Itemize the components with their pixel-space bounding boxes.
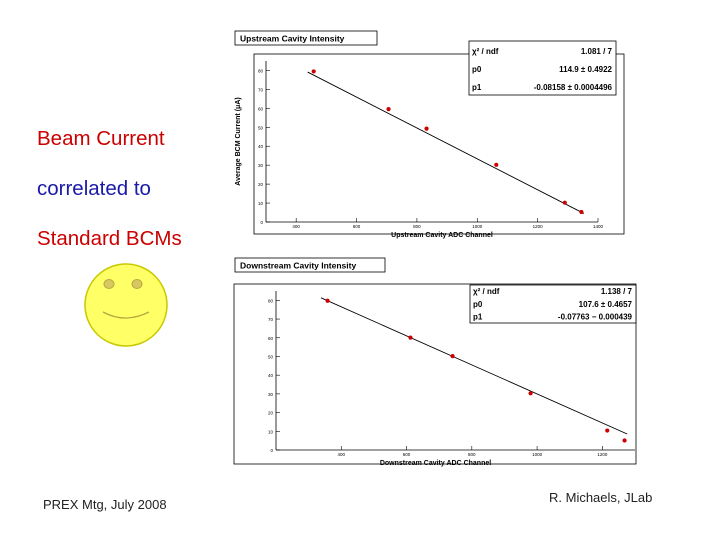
y-tick-label: 80 xyxy=(268,298,274,303)
stats-value: -0.07763 − 0.000439 xyxy=(558,312,633,321)
y-tick-label: 10 xyxy=(258,201,264,206)
x-axis-label: Upstream Cavity ADC Channel xyxy=(391,232,493,239)
x-tick-label: 800 xyxy=(413,224,421,229)
stats-box xyxy=(468,40,617,96)
y-tick-label: 30 xyxy=(268,392,274,397)
slide-title-line-1: Beam Current xyxy=(37,127,165,150)
stats-value: 114.9 ± 0.4922 xyxy=(559,65,612,74)
data-point xyxy=(622,438,627,443)
data-point xyxy=(386,107,391,112)
data-point xyxy=(408,335,413,340)
data-point xyxy=(325,298,330,303)
data-point xyxy=(494,162,499,167)
y-tick-label: 20 xyxy=(258,182,264,187)
stats-label: p0 xyxy=(473,300,483,309)
stats-value: 107.6 ± 0.4657 xyxy=(579,300,633,309)
stats-box xyxy=(469,284,637,324)
stats-value: 1.138 / 7 xyxy=(601,287,633,296)
chart-title: Upstream Cavity Intensity xyxy=(240,34,345,44)
x-tick-label: 400 xyxy=(338,452,346,457)
chart-title-box xyxy=(234,30,378,46)
x-tick-label: 400 xyxy=(292,224,300,229)
upstream-cavity-chart: Upstream Cavity Intensity 0 10 20 30 40 50 60 70… xyxy=(234,30,625,239)
x-tick-label: 1200 xyxy=(533,224,544,229)
slide-title: Beam Current correlated to Standard BCMs xyxy=(37,101,182,276)
y-tick-label: 40 xyxy=(258,144,264,149)
stats-label: χ² / ndf xyxy=(473,287,500,296)
data-point xyxy=(562,200,567,205)
y-tick-label: 0 xyxy=(270,448,273,453)
y-tick-label: 20 xyxy=(268,411,274,416)
x-tick-label: 1000 xyxy=(532,452,543,457)
stats-label: p1 xyxy=(472,83,482,92)
stats-label: χ² / ndf xyxy=(472,47,499,56)
slide-title-line-2: correlated to xyxy=(37,177,151,200)
x-tick-label: 600 xyxy=(403,452,411,457)
stats-label: p0 xyxy=(472,65,482,74)
data-point xyxy=(450,353,455,359)
data-point xyxy=(311,69,316,74)
y-tick-label: 10 xyxy=(268,429,274,434)
stats-value: 1.081 / 7 xyxy=(581,47,613,56)
stats-label: p1 xyxy=(473,312,483,321)
data-point xyxy=(528,391,533,396)
fit-line xyxy=(307,71,585,214)
chart-title: Downstream Cavity Intensity xyxy=(240,261,356,271)
y-tick-label: 60 xyxy=(268,336,274,341)
y-tick-label: 0 xyxy=(260,220,263,225)
data-point xyxy=(579,209,584,215)
y-tick-label: 70 xyxy=(258,87,264,92)
footer-author: R. Michaels, JLab xyxy=(549,490,653,505)
stats-value: -0.08158 ± 0.0004496 xyxy=(534,83,613,92)
x-tick-label: 1200 xyxy=(597,452,608,457)
y-tick-label: 40 xyxy=(268,373,274,378)
data-point xyxy=(605,428,610,433)
footer-meeting-date: PREX Mtg, July 2008 xyxy=(43,497,167,512)
slide-title-line-3: Standard BCMs xyxy=(37,227,182,250)
y-tick-label: 70 xyxy=(268,317,274,322)
fit-line xyxy=(320,297,628,435)
x-tick-label: 1000 xyxy=(472,224,483,229)
y-tick-label: 50 xyxy=(258,125,264,130)
chart-title-box xyxy=(234,257,386,273)
y-tick-label: 60 xyxy=(258,106,264,111)
x-tick-label: 1400 xyxy=(593,224,604,229)
x-tick-label: 600 xyxy=(353,224,361,229)
x-tick-label: 800 xyxy=(468,452,476,457)
y-tick-label: 30 xyxy=(258,163,264,168)
x-axis-label: Downstream Cavity ADC Channel xyxy=(380,460,491,467)
smiley-face-icon xyxy=(84,263,168,347)
y-axis-label: Average BCM Current (μA) xyxy=(235,97,242,185)
y-tick-label: 80 xyxy=(258,68,264,73)
data-point xyxy=(424,126,429,131)
y-tick-label: 50 xyxy=(268,354,274,359)
downstream-cavity-chart: Downstream Cavity Intensity 0 10 20 30 40 50 60… xyxy=(233,257,637,467)
